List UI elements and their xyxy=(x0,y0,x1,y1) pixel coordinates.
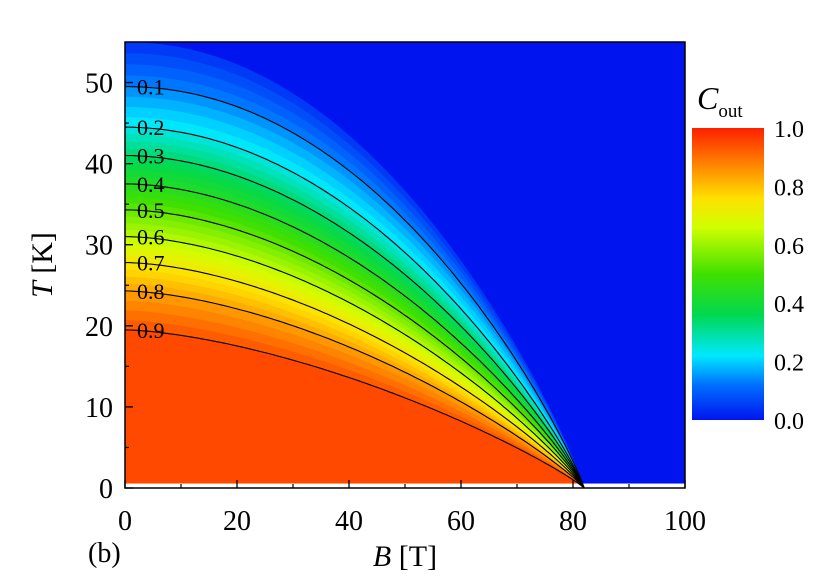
colorbar-tick-label: 0.4 xyxy=(774,292,804,318)
contour-line-0.2 xyxy=(125,126,585,488)
y-tick-label: 40 xyxy=(85,150,113,181)
y-tick-label: 10 xyxy=(85,393,113,424)
x-tick-labels: 0 20 40 60 80 100 xyxy=(118,506,706,537)
y-tick-label: 0 xyxy=(99,474,113,505)
x-tick-label: 40 xyxy=(335,506,363,537)
colorbar xyxy=(692,128,764,420)
contour-line-0.4 xyxy=(125,183,585,488)
contour-line-0.3 xyxy=(125,154,585,488)
panel-label: (b) xyxy=(88,538,121,569)
heatmap-bands xyxy=(125,42,685,488)
contour-label-0.5: 0.5 xyxy=(137,198,165,223)
x-tick-label: 100 xyxy=(664,506,706,537)
colorbar-tick-label: 0.6 xyxy=(774,234,804,260)
x-axis-title: B [T] xyxy=(373,540,437,573)
x-tick-label: 20 xyxy=(223,506,251,537)
contour-line-0.9 xyxy=(125,329,585,488)
contour-label-0.8: 0.8 xyxy=(137,279,165,304)
contour-lines xyxy=(125,86,585,488)
colorbar-tick-label: 1.0 xyxy=(774,117,804,143)
contour-line-0.8 xyxy=(125,290,585,488)
colorbar-tick-labels: 0.0 0.2 0.4 0.6 0.8 1.0 xyxy=(774,117,804,435)
contour-labels: 0.1 0.2 0.3 0.40.50.60.7 0.8 0.9 xyxy=(137,75,165,343)
heatmap-band xyxy=(125,329,585,488)
colorbar-tick-label: 0.2 xyxy=(774,351,804,377)
contour-label-0.6: 0.6 xyxy=(137,225,165,250)
y-tick-labels: 0 10 20 30 40 50 xyxy=(85,69,113,505)
colorbar-tick-label: 0.8 xyxy=(774,175,804,201)
contour-label-0.9: 0.9 xyxy=(137,318,165,343)
contour-label-0.2: 0.2 xyxy=(137,115,165,140)
contour-label-0.3: 0.3 xyxy=(137,144,165,169)
contour-label-0.7: 0.7 xyxy=(137,251,165,276)
y-tick-label: 20 xyxy=(85,312,113,343)
x-tick-label: 0 xyxy=(118,506,132,537)
x-tick-label: 60 xyxy=(447,506,475,537)
colorbar-title: Cout xyxy=(697,80,743,122)
contour-line-0.6 xyxy=(125,236,585,488)
contour-label-0.4: 0.4 xyxy=(137,172,165,197)
y-tick-label: 50 xyxy=(85,69,113,100)
y-tick-label: 30 xyxy=(85,231,113,262)
colorbar-tick-label: 0.0 xyxy=(774,409,804,435)
axis-ticks xyxy=(124,81,686,489)
y-axis-title: T [K] xyxy=(26,232,59,298)
contour-line-0.5 xyxy=(125,209,585,488)
contour-label-0.1: 0.1 xyxy=(137,75,165,100)
contour-line-0.1 xyxy=(125,86,585,488)
contour-line-0.7 xyxy=(125,262,585,488)
x-tick-label: 80 xyxy=(559,506,587,537)
